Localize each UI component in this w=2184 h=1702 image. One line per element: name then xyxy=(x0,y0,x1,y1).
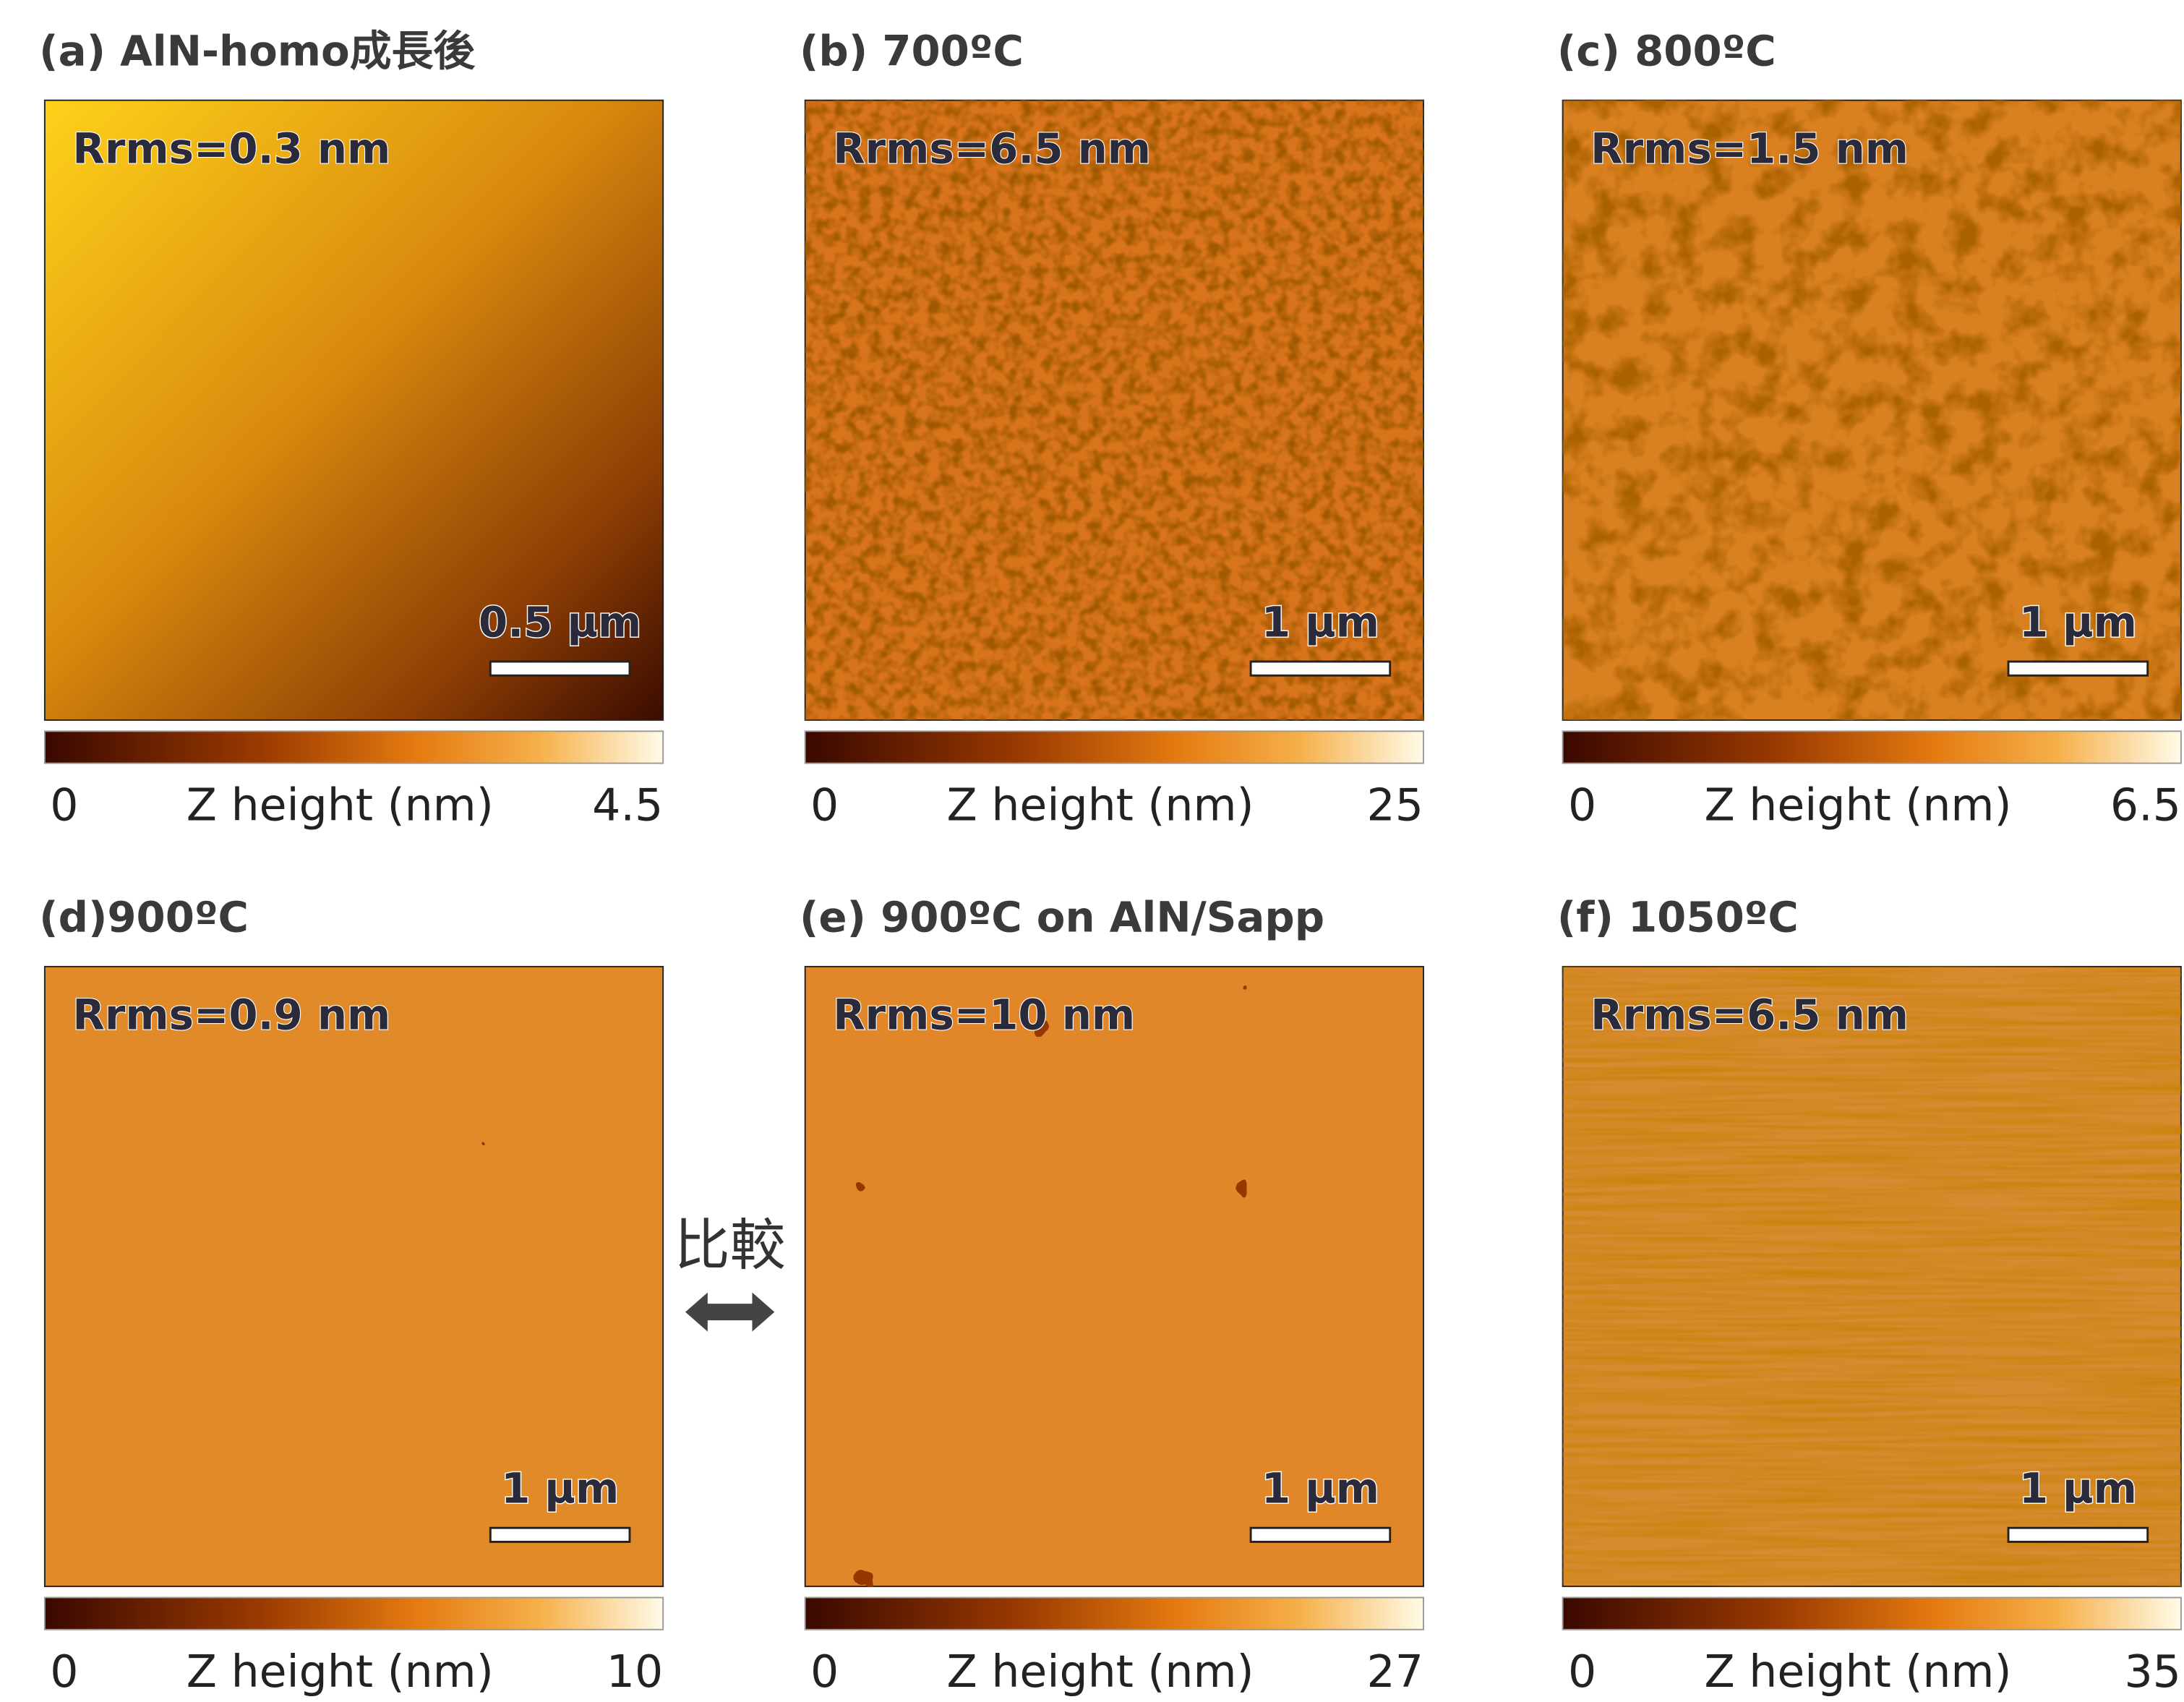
colorbar xyxy=(45,731,663,763)
rrms-label: Rrms=6.5 nm xyxy=(833,124,1151,173)
panel-title: (f) 1050ºC xyxy=(1557,893,1799,942)
colorbar-label: Z height (nm) xyxy=(1704,1646,2011,1698)
panel: (c) 800ºC Rrms=1.5 nm 1 µm 0 Z height (nm) 6.… xyxy=(1557,27,2181,831)
colorbar-min: 0 xyxy=(810,779,839,831)
scale-bar xyxy=(2008,662,2148,675)
panel: (e) 900ºC on AlN/Sapp Rrms=10 nm 1 µm 0 Z he… xyxy=(800,893,1423,1698)
panel: (d)900ºC Rrms=0.9 nm 1 µm 0 Z height (nm) 10 xyxy=(39,893,663,1698)
colorbar-min: 0 xyxy=(810,1646,839,1698)
scale-bar-label: 1 µm xyxy=(1262,597,1379,646)
rrms-label: Rrms=0.3 nm xyxy=(72,124,390,173)
colorbar-label: Z height (nm) xyxy=(1704,779,2011,831)
panel: (f) 1050ºC Rrms=6.5 nm 1 µm 0 Z height (nm) 3… xyxy=(1557,893,2181,1698)
colorbar-label: Z height (nm) xyxy=(187,1646,494,1698)
colorbar-label: Z height (nm) xyxy=(947,1646,1254,1698)
scale-bar xyxy=(2008,1528,2148,1541)
panel-title: (e) 900ºC on AlN/Sapp xyxy=(800,893,1324,942)
scale-bar xyxy=(490,662,630,675)
colorbar xyxy=(45,1598,663,1630)
colorbar-label: Z height (nm) xyxy=(187,779,494,831)
comparison-label: 比較 xyxy=(675,1213,786,1278)
colorbar-min: 0 xyxy=(50,1646,78,1698)
panel-title: (a) AlN-homo成長後 xyxy=(39,27,476,76)
colorbar-min: 0 xyxy=(1568,1646,1596,1698)
colorbar-max: 35 xyxy=(2124,1646,2180,1698)
scale-bar-label: 0.5 µm xyxy=(479,597,641,646)
colorbar xyxy=(805,1598,1423,1630)
figure: 比較 (a) AlN-homo成長後 Rrms=0.3 nm 0.5 µm 0 Z he… xyxy=(0,0,2184,1702)
panel: (b) 700ºC Rrms=6.5 nm 1 µm 0 Z height (nm) 25 xyxy=(800,27,1423,831)
colorbar-min: 0 xyxy=(1568,779,1596,831)
colorbar-max: 10 xyxy=(607,1646,663,1698)
panel: (a) AlN-homo成長後 Rrms=0.3 nm 0.5 µm 0 Z heigh… xyxy=(39,27,663,831)
colorbar-max: 6.5 xyxy=(2110,779,2181,831)
colorbar-label: Z height (nm) xyxy=(947,779,1254,831)
scale-bar xyxy=(1251,662,1390,675)
scale-bar-label: 1 µm xyxy=(2019,597,2137,646)
colorbar-min: 0 xyxy=(50,779,78,831)
colorbar xyxy=(1563,731,2181,763)
comparison-arrow xyxy=(685,1293,774,1332)
rrms-label: Rrms=1.5 nm xyxy=(1590,124,1909,173)
scale-bar-label: 1 µm xyxy=(2019,1464,2137,1513)
panel-title: (b) 700ºC xyxy=(800,27,1024,76)
rrms-label: Rrms=6.5 nm xyxy=(1590,991,1909,1040)
scale-bar xyxy=(1251,1528,1390,1541)
colorbar-max: 4.5 xyxy=(592,779,663,831)
colorbar xyxy=(805,731,1423,763)
rrms-label: Rrms=10 nm xyxy=(833,991,1135,1040)
colorbar-max: 25 xyxy=(1367,779,1423,831)
scale-bar-label: 1 µm xyxy=(501,1464,619,1513)
rrms-label: Rrms=0.9 nm xyxy=(72,991,390,1040)
panel-title: (c) 800ºC xyxy=(1557,27,1776,76)
colorbar xyxy=(1563,1598,2181,1630)
panel-title: (d)900ºC xyxy=(39,893,249,942)
colorbar-max: 27 xyxy=(1367,1646,1423,1698)
scale-bar-label: 1 µm xyxy=(1262,1464,1379,1513)
scale-bar xyxy=(490,1528,630,1541)
